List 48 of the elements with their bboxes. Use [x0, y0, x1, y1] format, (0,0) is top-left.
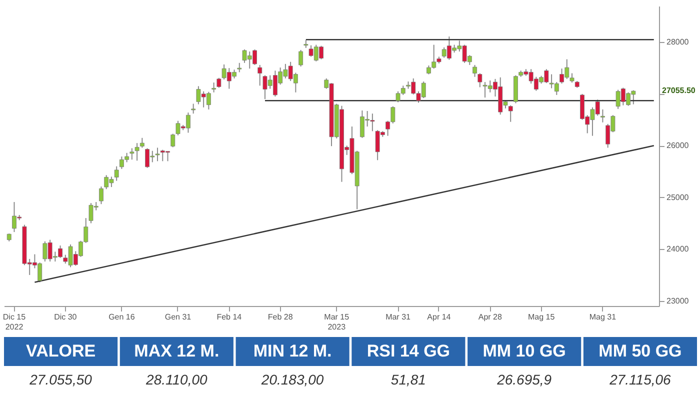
x-tick-label: Feb 28 — [268, 312, 294, 322]
candlestick — [114, 166, 119, 182]
x-tick-label: Mag 15 — [528, 312, 556, 322]
text: MM 50 GG — [598, 342, 682, 360]
text: 27.055,50 — [28, 372, 92, 388]
y-tick-label: 24000 — [666, 244, 690, 254]
x-tick-label: Mag 31 — [589, 312, 617, 322]
candlestick — [99, 186, 104, 205]
text: 26.695,9 — [496, 372, 552, 388]
text: MAX 12 M. — [134, 342, 220, 360]
y-tick-label: 25000 — [666, 192, 690, 202]
candlestick — [170, 133, 176, 148]
candlestick — [212, 82, 216, 93]
candlestick — [155, 147, 160, 162]
x-tick-label: Feb 14 — [216, 312, 242, 322]
y-tick-label: 23000 — [666, 296, 690, 306]
candlestick — [478, 72, 482, 88]
text: 28.110,00 — [145, 372, 208, 388]
candlestick — [508, 104, 513, 122]
x-tick-label: Gen 16 — [108, 312, 136, 322]
text: MM 10 GG — [482, 342, 566, 360]
x-tick-label: Gen 31 — [164, 312, 192, 322]
candlestick — [130, 148, 134, 160]
candlestick — [298, 49, 303, 68]
candlestick — [600, 108, 605, 123]
text: VALORE — [26, 342, 96, 360]
x-tick-label: Mar 31 — [386, 312, 412, 322]
candlestick — [216, 77, 222, 88]
candlestick — [258, 64, 262, 86]
y-tick-label: 26000 — [666, 141, 690, 150]
text: 27055.50 — [662, 86, 696, 96]
candlestick — [237, 62, 242, 73]
text: 20.183,00 — [260, 372, 324, 388]
x-tick-label: Apr 28 — [478, 312, 502, 322]
candlestick — [570, 72, 574, 84]
candlestick — [134, 142, 140, 162]
candlestick — [191, 103, 196, 114]
text: 51,81 — [390, 372, 426, 388]
text: MIN 12 M. — [253, 342, 332, 360]
y-tick-label: 28000 — [666, 38, 690, 47]
x-tick-label: Mar 15 2023 — [324, 312, 350, 332]
x-tick-label: Dic 30 — [54, 312, 78, 322]
candlestick — [140, 137, 144, 148]
text: RSI 14 GG — [366, 342, 450, 360]
candlestick — [472, 64, 477, 78]
x-tick-label: Dic 15 2022 — [2, 312, 26, 332]
text: 27.115,06 — [608, 372, 672, 388]
x-tick-label: Apr 14 — [427, 312, 452, 322]
